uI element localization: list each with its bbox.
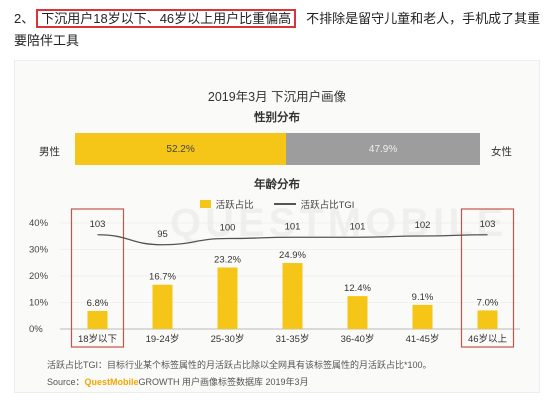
chart-card: QUESTMOBILE 2019年3月 下沉用户画像 性别分布 男性 52.2%… xyxy=(14,60,540,393)
x-tick-label: 46岁以上 xyxy=(468,333,508,345)
age-bar xyxy=(87,310,108,329)
bar-value-label: 12.4% xyxy=(344,283,371,294)
headline-highlight: 下沉用户18岁以下、46岁以上用户比重偏高 xyxy=(36,9,297,28)
legend-item-bar: 活跃占比 xyxy=(199,197,254,211)
x-tick-label: 19-24岁 xyxy=(146,333,180,345)
y-tick-label: 20% xyxy=(29,271,49,282)
bar-value-label: 24.9% xyxy=(279,250,306,261)
age-bar xyxy=(217,267,238,329)
highlight-box xyxy=(460,208,515,348)
source-prefix: Source： xyxy=(47,377,85,387)
tgi-value-label: 103 xyxy=(480,219,496,230)
gender-bar-female: 47.9% xyxy=(286,133,480,165)
headline-rest: 不排除是留守儿童和老人，手机成了其重要陪伴工具 xyxy=(14,11,541,48)
tgi-value-label: 102 xyxy=(415,220,431,231)
gender-title: 性别分布 xyxy=(254,112,300,124)
tgi-value-label: 95 xyxy=(157,229,168,240)
headline-number: 2、 xyxy=(14,11,35,26)
legend-swatch xyxy=(199,200,211,208)
tgi-value-label: 101 xyxy=(350,221,366,232)
bar-value-label: 16.7% xyxy=(149,272,176,283)
age-bar xyxy=(282,263,303,329)
x-tick-label: 31-35岁 xyxy=(276,333,310,345)
legend-item-line: 活跃占比TGI xyxy=(273,197,355,211)
age-bar xyxy=(152,284,173,329)
y-tick-label: 40% xyxy=(29,218,49,229)
tgi-line xyxy=(97,234,488,246)
bar-value-label: 7.0% xyxy=(477,297,499,308)
gender-bar-male: 52.2% xyxy=(75,133,287,165)
y-tick-label: 30% xyxy=(29,245,49,256)
age-chart: 40% 30% 20% 10% 0% 6.8% 18岁以下 16.7% 19-24岁 23.2% 2… xyxy=(29,208,520,348)
bar-value-label: 6.8% xyxy=(87,298,109,309)
x-tick-label: 25-30岁 xyxy=(211,333,245,345)
legend-label-bar: 活跃占比 xyxy=(215,200,254,211)
age-bar xyxy=(412,304,433,329)
male-label: 男性 xyxy=(39,146,60,158)
gender-bar: 52.2% 47.9% xyxy=(75,133,480,165)
bar-value-label: 23.2% xyxy=(214,255,241,266)
y-tick-label: 10% xyxy=(29,298,49,309)
age-title: 年龄分布 xyxy=(254,179,300,191)
legend-label-line: 活跃占比TGI xyxy=(300,200,355,211)
source-rest: GROWTH 用户画像标签数据库 2019年3月 xyxy=(138,377,309,387)
x-tick-label: 41-45岁 xyxy=(406,333,440,345)
y-tick-label: 0% xyxy=(29,324,43,335)
bar-value-label: 9.1% xyxy=(412,292,434,303)
source: Source：QuestMobileGROWTH 用户画像标签数据库 2019年… xyxy=(47,375,309,388)
footnote: 活跃占比TGI：目标行业某个标签属性的月活跃占比除以全网具有该标签属性的月活跃占… xyxy=(47,360,432,370)
female-label: 女性 xyxy=(491,146,512,158)
source-brand: QuestMobile xyxy=(84,377,139,387)
legend-line-swatch xyxy=(273,203,296,205)
highlight-box xyxy=(70,208,125,348)
tgi-value-label: 101 xyxy=(285,221,301,232)
tgi-value-label: 103 xyxy=(90,219,106,230)
headline: 2、 下沉用户18岁以下、46岁以上用户比重偏高 不排除是留守儿童和老人，手机成了其… xyxy=(14,8,544,52)
x-tick-label: 18岁以下 xyxy=(78,333,117,345)
age-bar xyxy=(477,310,498,329)
chart-title: 2019年3月 下沉用户画像 xyxy=(207,90,347,104)
legend: 活跃占比 活跃占比TGI xyxy=(15,197,539,211)
x-tick-label: 36-40岁 xyxy=(341,333,375,345)
tgi-value-label: 100 xyxy=(220,223,236,234)
age-bar xyxy=(347,296,368,329)
